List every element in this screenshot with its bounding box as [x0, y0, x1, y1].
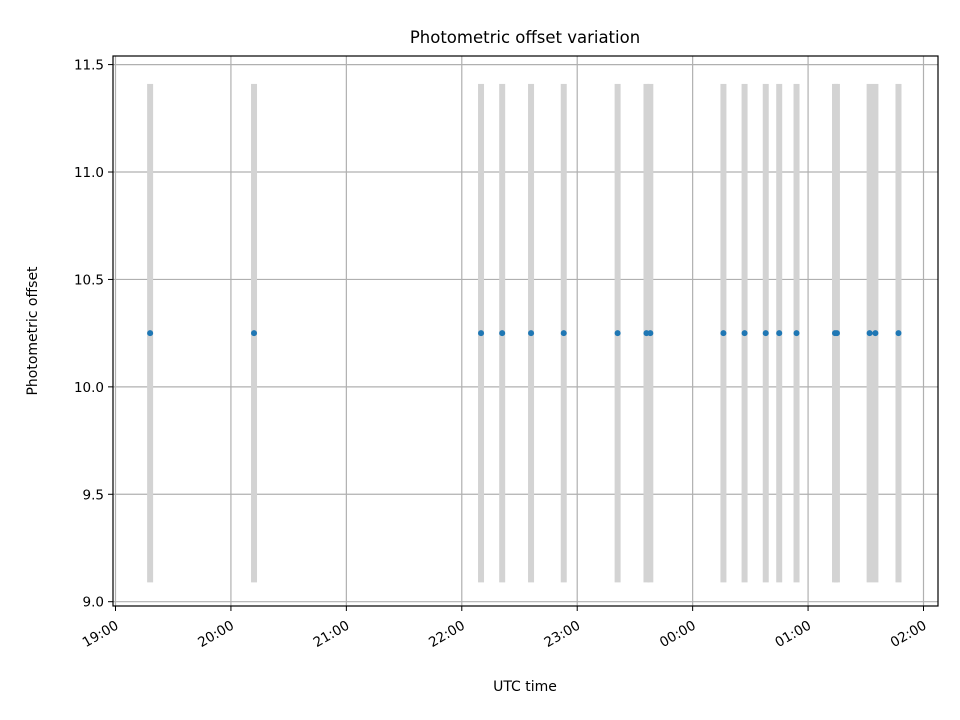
plot-frame	[112, 55, 939, 607]
x-tick-label: 21:00	[311, 618, 353, 651]
data-point	[251, 330, 258, 337]
y-axis: 9.0 9.5 10.0 10.5 11.0 11.5	[74, 58, 113, 611]
x-tick-label: 19:00	[80, 618, 122, 651]
data-point	[614, 330, 621, 337]
data-point	[762, 330, 769, 337]
y-tick-label: 10.0	[74, 380, 104, 396]
x-tick-label: 23:00	[542, 618, 584, 651]
data-point	[647, 330, 654, 337]
data-point	[528, 330, 535, 337]
x-tick-label: 01:00	[772, 618, 814, 651]
y-tick-label: 11.5	[74, 58, 104, 74]
data-point	[478, 330, 485, 337]
x-tick-label: 22:00	[426, 618, 468, 651]
x-tick-label: 02:00	[888, 618, 930, 651]
data-point	[499, 330, 506, 337]
y-tick-label: 11.0	[74, 165, 104, 181]
data-point	[741, 330, 748, 337]
data-point	[866, 330, 873, 337]
data-point	[872, 330, 879, 337]
y-axis-label: Photometric offset	[25, 266, 41, 396]
data-point	[895, 330, 902, 337]
y-tick-label: 9.0	[83, 595, 104, 611]
data-point	[793, 330, 800, 337]
data-point	[560, 330, 567, 337]
x-axis-label: UTC time	[493, 679, 557, 695]
data-point	[776, 330, 783, 337]
data-points	[147, 330, 902, 337]
y-tick-label: 10.5	[74, 272, 104, 288]
data-point	[833, 330, 840, 337]
span-bands	[147, 83, 902, 583]
x-axis: 19:00 20:00 21:00 22:00 23:00 00:00 01:00 02:00	[80, 606, 930, 651]
chart-title: Photometric offset variation	[410, 28, 640, 47]
data-point	[147, 330, 154, 337]
x-tick-label: 00:00	[657, 618, 699, 651]
y-tick-label: 9.5	[83, 487, 104, 503]
data-point	[720, 330, 727, 337]
grid-lines	[113, 56, 938, 606]
x-tick-label: 20:00	[195, 618, 237, 651]
